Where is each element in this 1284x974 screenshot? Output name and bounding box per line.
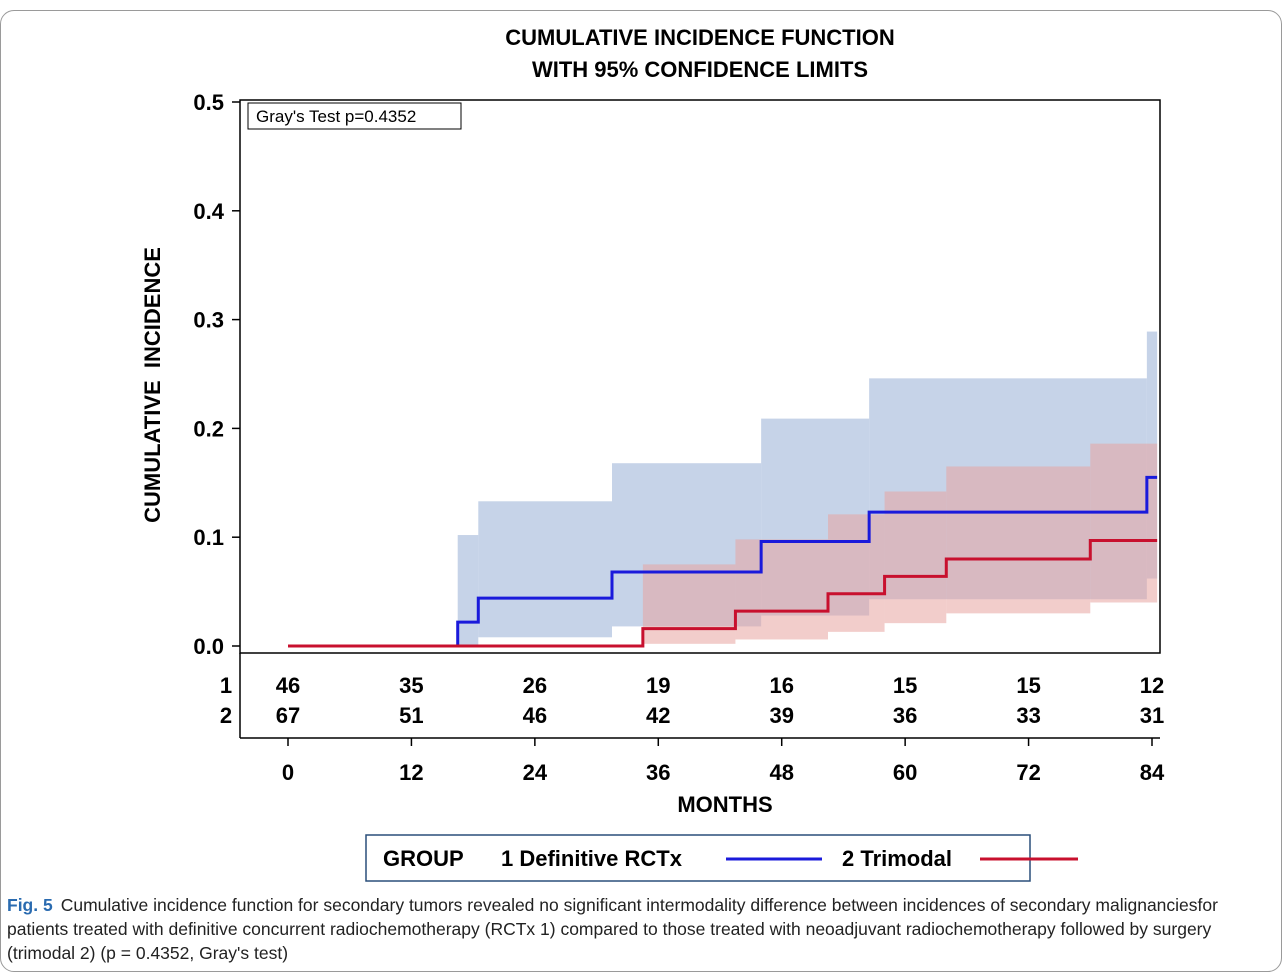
y-tick-label: 0.4	[193, 199, 224, 224]
ci-band-segment-series-2	[828, 514, 885, 632]
step-line-series-2	[288, 538, 1158, 648]
at-risk-count: 31	[1140, 703, 1164, 728]
x-tick-label: 36	[646, 760, 670, 785]
at-risk-count: 46	[276, 673, 300, 698]
y-tick-label: 0.1	[193, 525, 224, 550]
legend-label-series-1: 1 Definitive RCTx	[501, 846, 683, 871]
at-risk-count: 42	[646, 703, 670, 728]
at-risk-count: 16	[769, 673, 793, 698]
at-risk-count: 36	[893, 703, 917, 728]
legend-label-series-2: 2 Trimodal	[842, 846, 952, 871]
at-risk-count: 67	[276, 703, 300, 728]
at-risk-count: 19	[646, 673, 670, 698]
gray-test-annotation: Gray's Test p=0.4352	[247, 102, 462, 130]
step-line-series-1	[288, 475, 1158, 648]
ci-band-segment-series-1	[457, 535, 479, 646]
figure-caption: Fig. 5 Cumulative incidence function for …	[7, 893, 1269, 965]
y-tick-label: 0.5	[193, 90, 224, 115]
figure-label: Fig. 5	[7, 895, 53, 915]
legend-title: GROUP	[383, 846, 464, 871]
y-tick-label: 0.0	[193, 634, 224, 659]
x-tick-label: 12	[399, 760, 423, 785]
x-axis-label: MONTHS	[677, 792, 772, 817]
chart-title-line-2: WITH 95% CONFIDENCE LIMITS	[532, 57, 868, 82]
x-tick-label: 72	[1016, 760, 1040, 785]
x-tick-label: 48	[769, 760, 793, 785]
x-tick-label: 84	[1140, 760, 1165, 785]
at-risk-count: 46	[523, 703, 547, 728]
ci-band-segment-series-2	[946, 466, 1091, 614]
at-risk-count: 33	[1016, 703, 1040, 728]
ci-band-segment-series-2	[735, 539, 828, 640]
at-risk-count: 15	[1016, 673, 1040, 698]
at-risk-count: 39	[769, 703, 793, 728]
figure-caption-text: Cumulative incidence function for second…	[7, 895, 1218, 963]
plot-frame	[239, 99, 1161, 654]
at-risk-count: 51	[399, 703, 423, 728]
y-tick-label: 0.2	[193, 416, 224, 441]
at-risk-count: 35	[399, 673, 423, 698]
gray-test-text: Gray's Test p=0.4352	[256, 107, 416, 126]
chart-title-line-1: CUMULATIVE INCIDENCE FUNCTION	[505, 25, 894, 50]
at-risk-count: 15	[893, 673, 917, 698]
x-tick-label: 24	[523, 760, 548, 785]
ci-band-segment-series-2	[642, 564, 736, 644]
at-risk-count: 26	[523, 673, 547, 698]
figure-frame	[0, 10, 1282, 972]
at-risk-row-label: 1	[220, 673, 232, 698]
x-tick-label: 0	[282, 760, 294, 785]
ci-band-segment-series-2	[1090, 443, 1158, 603]
x-tick-label: 60	[893, 760, 917, 785]
y-axis-label: CUMULATIVE INCIDENCE	[140, 247, 165, 523]
ci-band-segment-series-1	[478, 501, 612, 638]
at-risk-row-label: 2	[220, 703, 232, 728]
legend-box: GROUP 1 Definitive RCTx 2 Trimodal	[365, 834, 1078, 882]
at-risk-count: 12	[1140, 673, 1164, 698]
y-tick-label: 0.3	[193, 308, 224, 333]
